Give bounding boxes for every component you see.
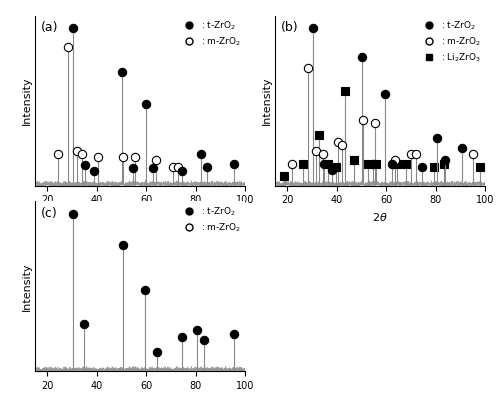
Y-axis label: Intensity: Intensity [22,262,32,311]
X-axis label: $2\theta$: $2\theta$ [372,211,388,223]
X-axis label: $2\theta$: $2\theta$ [132,211,148,223]
Legend: : t-ZrO$_2$, : m-ZrO$_2$: : t-ZrO$_2$, : m-ZrO$_2$ [178,18,243,50]
Y-axis label: Intensity: Intensity [262,76,272,125]
Legend: : t-ZrO$_2$, : m-ZrO$_2$, : Li$_2$ZrO$_3$: : t-ZrO$_2$, : m-ZrO$_2$, : Li$_2$ZrO$_3… [418,18,483,66]
Text: (a): (a) [42,21,59,34]
Text: (b): (b) [282,21,299,34]
Y-axis label: Intensity: Intensity [22,76,32,125]
Legend: : t-ZrO$_2$, : m-ZrO$_2$: : t-ZrO$_2$, : m-ZrO$_2$ [178,203,243,235]
Text: (c): (c) [42,207,58,220]
